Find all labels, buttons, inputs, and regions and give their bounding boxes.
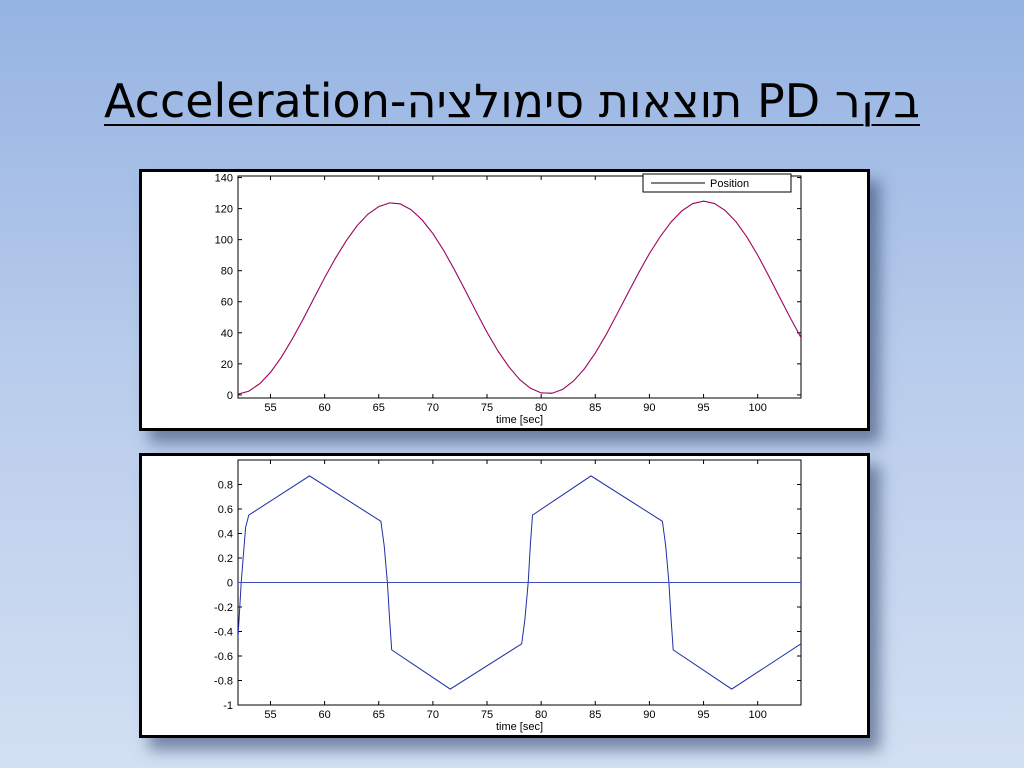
- chart0-y-tick-label: 80: [221, 266, 233, 278]
- chart1-y-tick-label: 0.8: [218, 480, 233, 492]
- chart1-series-error: [238, 475, 801, 690]
- chart0-x-tick-label: 55: [264, 402, 276, 414]
- chart0-x-tick-label: 90: [643, 402, 655, 414]
- chart1-y-tick-label: -0.8: [214, 676, 233, 688]
- chart1-y-tick-label: 0.2: [218, 553, 233, 565]
- chart0-x-tick-label: 70: [427, 402, 439, 414]
- chart1-x-tick-label: 85: [589, 709, 601, 721]
- chart0-legend-entry: Position: [710, 178, 749, 190]
- chart0-legend-box: [642, 173, 792, 193]
- chart1-x-tick-label: 95: [697, 709, 709, 721]
- chart0-x-tick-label: 80: [535, 402, 547, 414]
- chart1-y-tick-label: -0.6: [214, 651, 233, 663]
- chart1-y-tick-label: 0: [227, 578, 233, 590]
- chart1-x-tick-label: 65: [373, 709, 385, 721]
- position-chart-panel: 55 60 65 70 75 80 85 90 95 100 0 20 40 60 80 100 120 140 t…: [139, 169, 870, 431]
- chart0-y-tick-label: 40: [221, 328, 233, 340]
- chart1-y-tick-label: 0.4: [218, 529, 233, 541]
- chart0-x-tick-label: 85: [589, 402, 601, 414]
- chart0-series-reference: [238, 200, 801, 395]
- chart0-y-tick-label: 140: [215, 173, 233, 185]
- chart0-x-tick-label: 100: [749, 402, 767, 414]
- chart1-x-tick-label: 80: [535, 709, 547, 721]
- chart0-plot-area: [237, 175, 802, 399]
- error-chart: 55 60 65 70 75 80 85 90 95 100 0.8 0.6 0.4 0.2 0 -0.2 -0…: [214, 459, 802, 733]
- chart1-y-tick-label: -0.2: [214, 602, 233, 614]
- chart1-x-axis-label: time [sec]: [496, 721, 543, 733]
- chart1-x-tick-label: 70: [427, 709, 439, 721]
- slide-title: בקר PD תוצאות סימולציה-Acceleration: [0, 66, 1024, 136]
- chart0-legend: Position: [642, 173, 792, 193]
- error-chart-panel: 55 60 65 70 75 80 85 90 95 100 0.8 0.6 0.4 0.2 0 -0.2 -0…: [139, 453, 870, 738]
- chart1-x-tick-label: 75: [481, 709, 493, 721]
- chart0-x-tick-label: 65: [373, 402, 385, 414]
- chart1-x-tick-label: 55: [264, 709, 276, 721]
- chart1-y-tick-label: -1: [223, 700, 233, 712]
- slide-title-text: בקר PD תוצאות סימולציה-Acceleration: [104, 74, 920, 128]
- chart0-x-axis-label: time [sec]: [496, 414, 543, 426]
- chart0-x-tick-label: 60: [318, 402, 330, 414]
- position-chart: 55 60 65 70 75 80 85 90 95 100 0 20 40 60 80 100 120 140 t…: [215, 173, 802, 426]
- chart1-y-tick-label: 0.6: [218, 504, 233, 516]
- chart0-y-tick-label: 100: [215, 235, 233, 247]
- chart1-x-tick-label: 90: [643, 709, 655, 721]
- chart0-y-tick-label: 20: [221, 359, 233, 371]
- chart1-x-tick-label: 60: [318, 709, 330, 721]
- chart0-y-tick-label: 0: [227, 390, 233, 402]
- chart0-x-tick-label: 95: [697, 402, 709, 414]
- chart0-y-tick-label: 60: [221, 297, 233, 309]
- chart1-x-tick-label: 100: [749, 709, 767, 721]
- chart0-x-tick-label: 75: [481, 402, 493, 414]
- chart1-y-tick-label: -0.4: [214, 627, 233, 639]
- chart0-y-tick-label: 120: [215, 204, 233, 216]
